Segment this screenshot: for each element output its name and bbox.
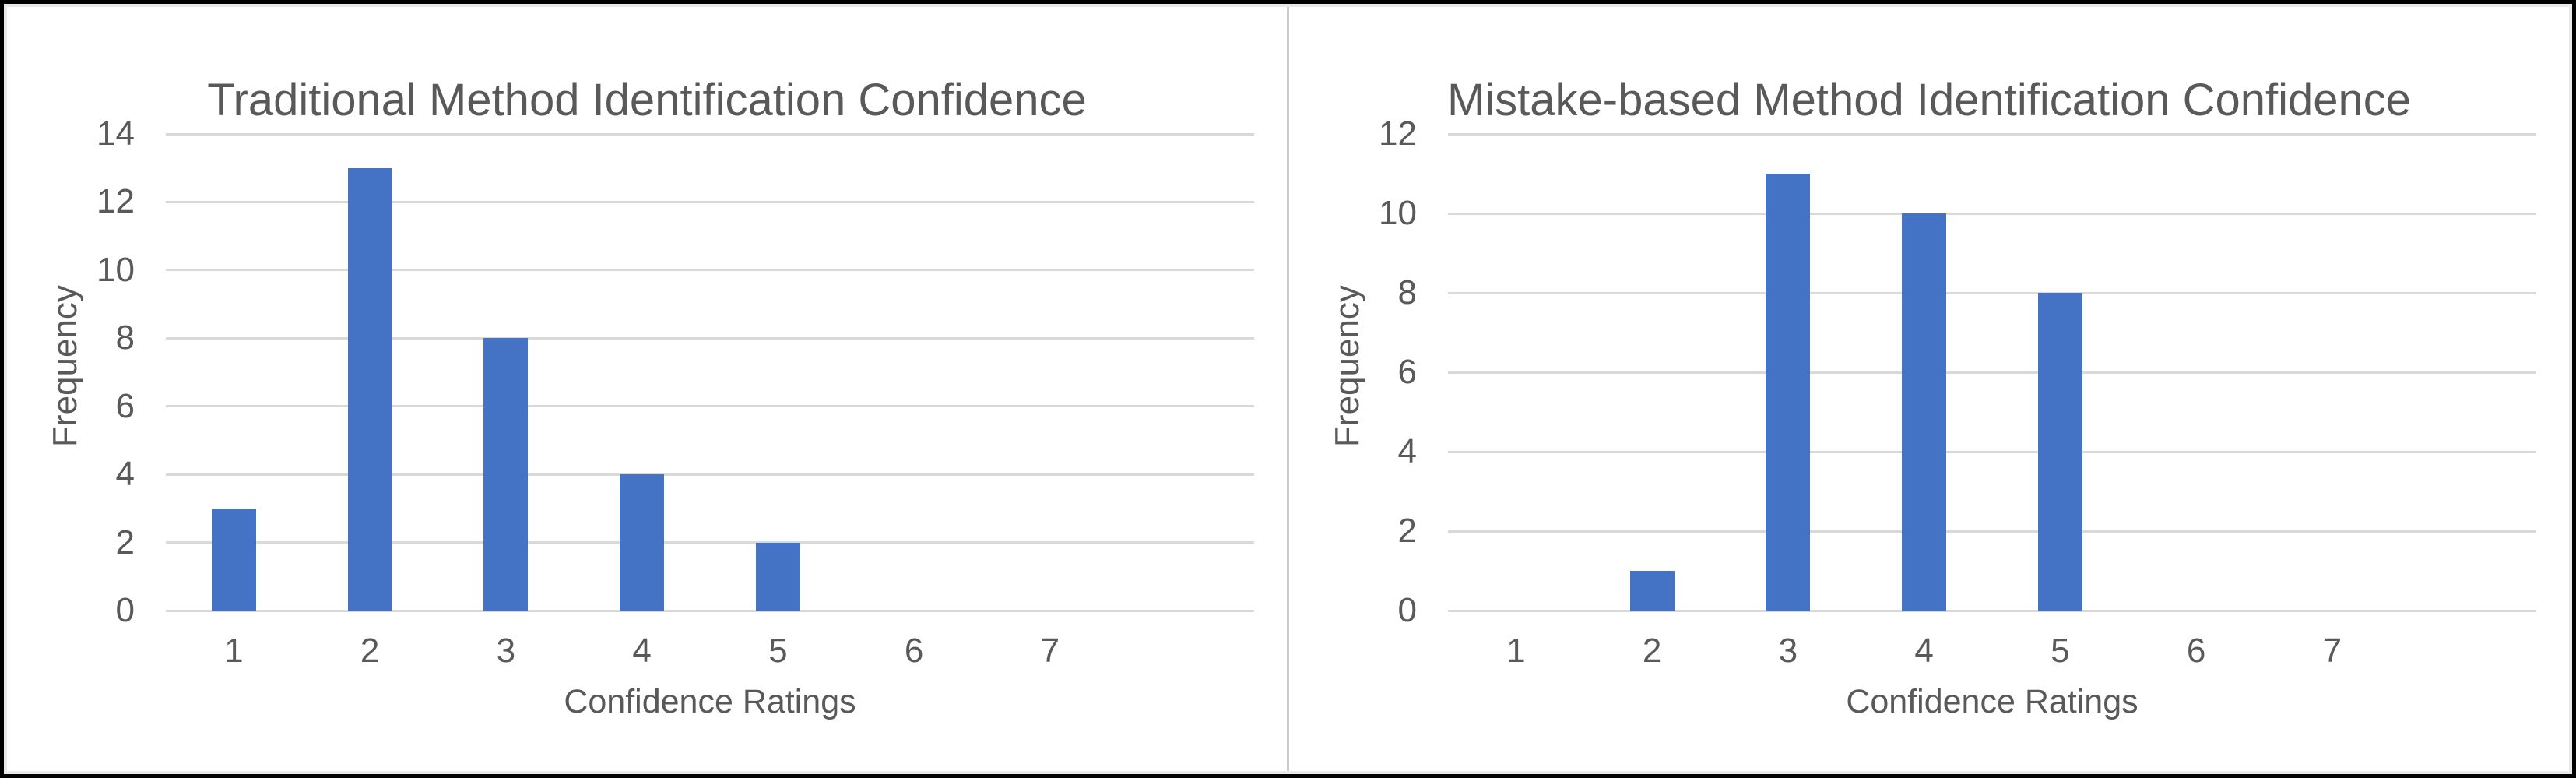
bar (211, 508, 256, 611)
y-tick-label: 10 (97, 250, 135, 289)
x-tick-label: 6 (2186, 632, 2206, 670)
x-tick-label: 3 (1778, 632, 1798, 670)
gridline (166, 405, 1254, 408)
x-tick-label: 7 (1040, 632, 1060, 670)
bar (347, 167, 392, 611)
gridline (166, 609, 1254, 612)
y-tick-label: 12 (1379, 114, 1417, 153)
bar (1766, 174, 1811, 611)
x-axis-title: Confidence Ratings (564, 683, 856, 720)
panel-divider (1287, 7, 1289, 771)
charts-canvas: Traditional Method Identification Confid… (7, 7, 2569, 771)
x-axis-tick-labels: 1 2 3 4 5 6 7 (1448, 629, 2536, 673)
x-tick-label: 2 (360, 632, 380, 670)
gridline (166, 269, 1254, 272)
gridline (1448, 450, 2536, 453)
y-tick-label: 14 (97, 114, 135, 153)
frame-inset: Traditional Method Identification Confid… (4, 4, 2572, 774)
bar (755, 542, 800, 611)
gridline (1448, 371, 2536, 374)
y-tick-label: 10 (1379, 194, 1417, 232)
x-tick-label: 4 (1914, 632, 1934, 670)
bar (483, 338, 529, 611)
x-tick-label: 6 (904, 632, 924, 670)
gridline (166, 541, 1254, 544)
gridline (1448, 609, 2536, 612)
bar (1902, 213, 1947, 611)
gridline (1448, 530, 2536, 533)
y-tick-label: 4 (115, 455, 135, 494)
gridline (166, 336, 1254, 340)
x-axis-title: Confidence Ratings (1846, 683, 2138, 720)
gridline (1448, 132, 2536, 136)
y-tick-label: 4 (1397, 432, 1417, 470)
x-tick-label: 1 (224, 632, 244, 670)
chart-title: Mistake-based Method Identification Conf… (1446, 75, 2412, 126)
y-axis-tick-labels: 0 2 4 6 8 10 12 (1289, 114, 1417, 629)
bar (2037, 293, 2082, 611)
gridline (1448, 212, 2536, 215)
y-tick-label: 8 (1397, 273, 1417, 312)
gridline (166, 473, 1254, 476)
gridline (166, 200, 1254, 203)
x-tick-label: 4 (632, 632, 652, 670)
left-chart-panel: Traditional Method Identification Confid… (7, 7, 1287, 771)
y-tick-label: 2 (115, 523, 135, 561)
bar (1629, 571, 1675, 611)
x-axis-tick-labels: 1 2 3 4 5 6 7 (166, 629, 1254, 673)
right-chart-panel: Mistake-based Method Identification Conf… (1289, 7, 2569, 771)
x-tick-label: 7 (2322, 632, 2342, 670)
x-tick-label: 3 (496, 632, 516, 670)
y-tick-label: 0 (1397, 591, 1417, 629)
y-axis-tick-labels: 0 2 4 6 8 10 12 14 (7, 114, 135, 629)
bar (620, 474, 665, 611)
plot-area (166, 132, 1254, 612)
chart-title: Traditional Method Identification Confid… (207, 75, 1087, 126)
y-tick-label: 6 (115, 386, 135, 425)
y-tick-label: 2 (1397, 512, 1417, 550)
x-tick-label: 5 (768, 632, 788, 670)
gridline (166, 132, 1254, 136)
y-tick-label: 0 (115, 591, 135, 629)
x-tick-label: 2 (1642, 632, 1662, 670)
y-tick-label: 8 (115, 319, 135, 357)
x-tick-label: 1 (1506, 632, 1526, 670)
plot-area (1448, 132, 2536, 612)
y-tick-label: 6 (1397, 353, 1417, 391)
y-tick-label: 12 (97, 182, 135, 221)
x-tick-label: 5 (2051, 632, 2070, 670)
gridline (1448, 291, 2536, 294)
